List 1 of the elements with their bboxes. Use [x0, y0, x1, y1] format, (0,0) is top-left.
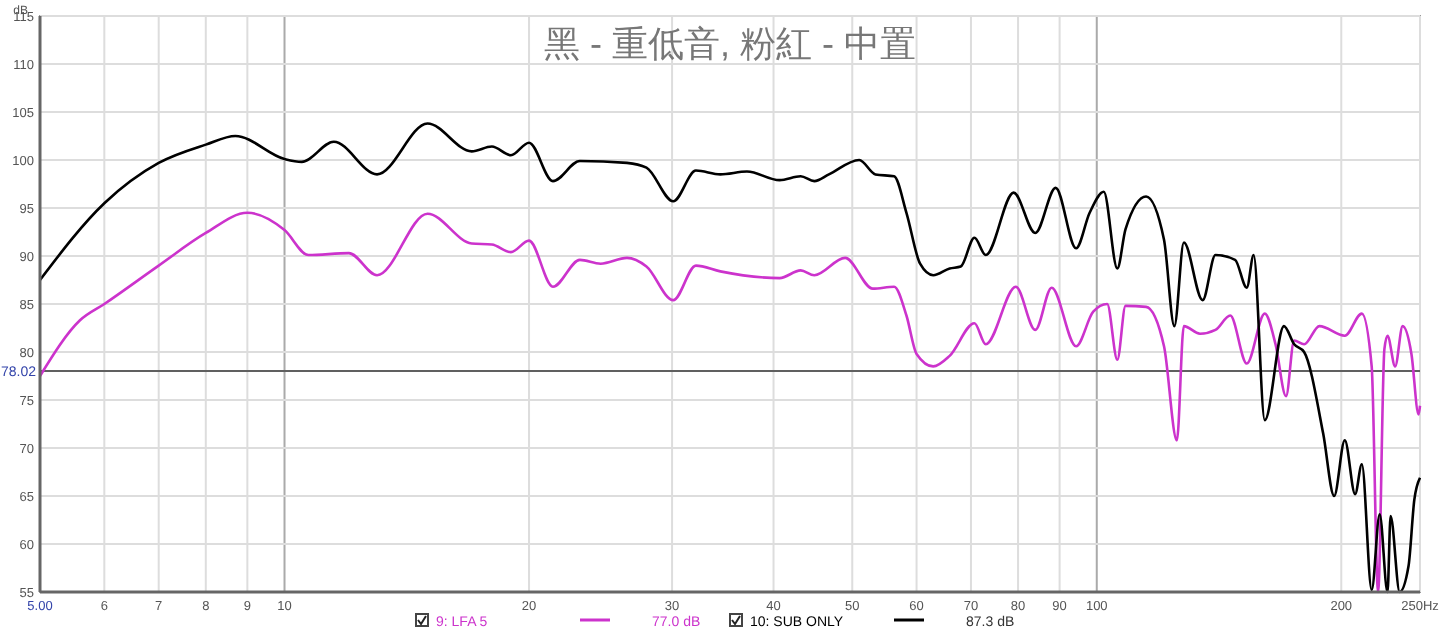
chart-title: 黑 - 重低音, 粉紅 - 中置: [544, 24, 916, 64]
